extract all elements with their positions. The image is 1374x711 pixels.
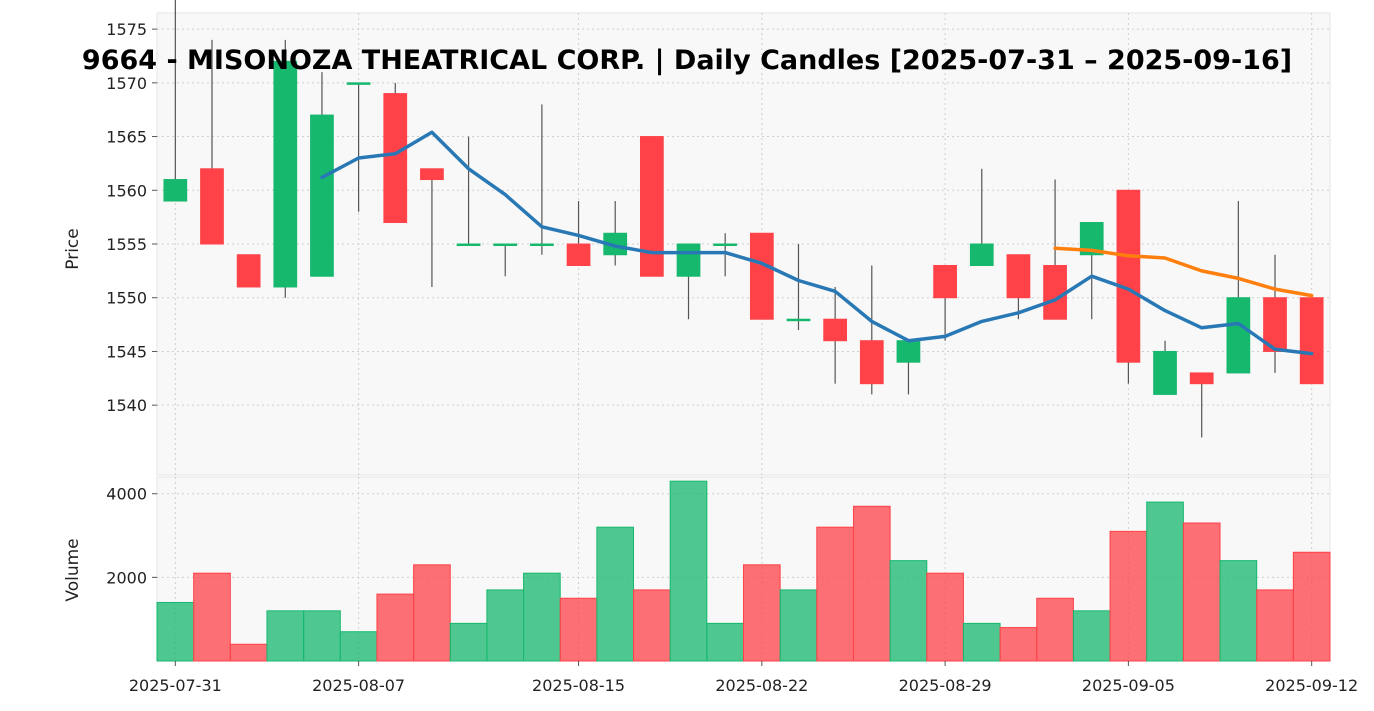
price-tick-label: 1575: [106, 20, 147, 39]
candle-body: [1043, 264, 1067, 320]
volume-bar: [1292, 551, 1331, 662]
moving-average-line: [1053, 246, 1314, 298]
volume-tick-label: 4000: [106, 485, 147, 504]
volume-bar: [999, 627, 1038, 662]
candle-body: [1079, 222, 1104, 256]
volume-bar: [816, 526, 854, 662]
volume-bar: [559, 597, 598, 662]
candle-body: [456, 243, 481, 246]
candle-body: [823, 318, 848, 342]
x-tick-label: 2025-08-29: [899, 676, 992, 695]
candle-body: [896, 340, 921, 363]
volume-bar: [193, 572, 231, 662]
volume-bar: [413, 564, 451, 662]
price-tick-label: 1550: [106, 289, 147, 308]
volume-bar: [229, 643, 268, 662]
volume-bar: [303, 610, 341, 662]
volume-bars: [156, 480, 1331, 662]
x-tick-label: 2025-09-05: [1082, 676, 1175, 695]
volume-bar: [156, 601, 195, 662]
volume-bar: [633, 589, 671, 662]
price-tick-label: 1560: [106, 181, 147, 200]
candle-body: [676, 243, 701, 277]
candle-body: [1006, 254, 1031, 299]
candle-body: [713, 243, 738, 246]
volume-axis-label: Volume: [63, 538, 83, 601]
candle-body: [933, 264, 957, 299]
candle-body: [1153, 350, 1177, 395]
moving-average-lines: [320, 130, 1314, 356]
x-tick-label: 2025-09-12: [1265, 676, 1358, 695]
candle-body: [566, 243, 591, 266]
volume-tick-label: 2000: [106, 568, 147, 587]
volume-bar: [889, 560, 928, 662]
candle-body: [383, 93, 408, 224]
candle-body: [786, 318, 811, 322]
candles: [163, 0, 1324, 438]
volume-bar: [1109, 530, 1148, 662]
volume-bar: [449, 622, 488, 662]
volume-bar: [669, 480, 708, 662]
volume-bar: [743, 564, 781, 662]
price-tick-label: 1545: [106, 342, 147, 361]
candle-body: [859, 340, 884, 385]
candle-body: [236, 254, 261, 288]
x-tick-label: 2025-08-22: [715, 676, 808, 695]
volume-bar: [852, 505, 891, 662]
candle-body: [1189, 372, 1214, 385]
candle-body: [493, 243, 518, 246]
volume-bar: [1219, 560, 1258, 662]
candle-body: [310, 114, 334, 277]
volume-bar: [779, 589, 818, 662]
volume-bar: [962, 622, 1001, 662]
volume-bar: [706, 622, 744, 662]
candle-body: [1116, 189, 1141, 363]
price-tick-label: 1565: [106, 128, 147, 147]
candle-body: [200, 168, 224, 245]
volume-bar: [926, 572, 964, 662]
price-tick-label: 1540: [106, 396, 147, 415]
volume-bar: [1036, 597, 1074, 662]
chart-title: 9664 - MISONOZA THEATRICAL CORP. | Daily…: [82, 45, 1292, 76]
volume-bar: [596, 526, 635, 662]
volume-bar: [266, 610, 305, 662]
candle-body: [749, 232, 774, 320]
candle-body: [1263, 297, 1287, 352]
candle-body: [1226, 297, 1251, 374]
candle-body: [273, 60, 298, 288]
x-tick-label: 2025-07-31: [129, 676, 222, 695]
volume-bar: [1182, 522, 1221, 662]
volume-bar: [523, 572, 561, 662]
candle-body: [530, 243, 554, 246]
candle-body: [420, 168, 444, 181]
price-tick-label: 1555: [106, 235, 147, 254]
candle-body: [346, 82, 371, 85]
volume-bar: [486, 589, 525, 662]
x-tick-label: 2025-08-15: [532, 676, 625, 695]
volume-bar: [376, 593, 415, 662]
x-tick-label: 2025-08-07: [312, 676, 405, 695]
volume-bar: [1072, 610, 1111, 662]
candle-body: [639, 136, 664, 277]
candle-body: [969, 243, 994, 266]
price-tick-label: 1570: [106, 74, 147, 93]
candle-body: [1299, 297, 1324, 385]
y-axis-label: Price: [63, 228, 83, 269]
volume-bar: [1256, 589, 1294, 662]
volume-bar: [339, 631, 378, 662]
tick-labels: 1540 1545 1550 1555 1560 1565 1570 1575 2000 4000…: [106, 20, 1358, 695]
moving-average-line: [320, 130, 1314, 356]
candle-body: [163, 179, 188, 202]
volume-bar: [1146, 501, 1184, 662]
